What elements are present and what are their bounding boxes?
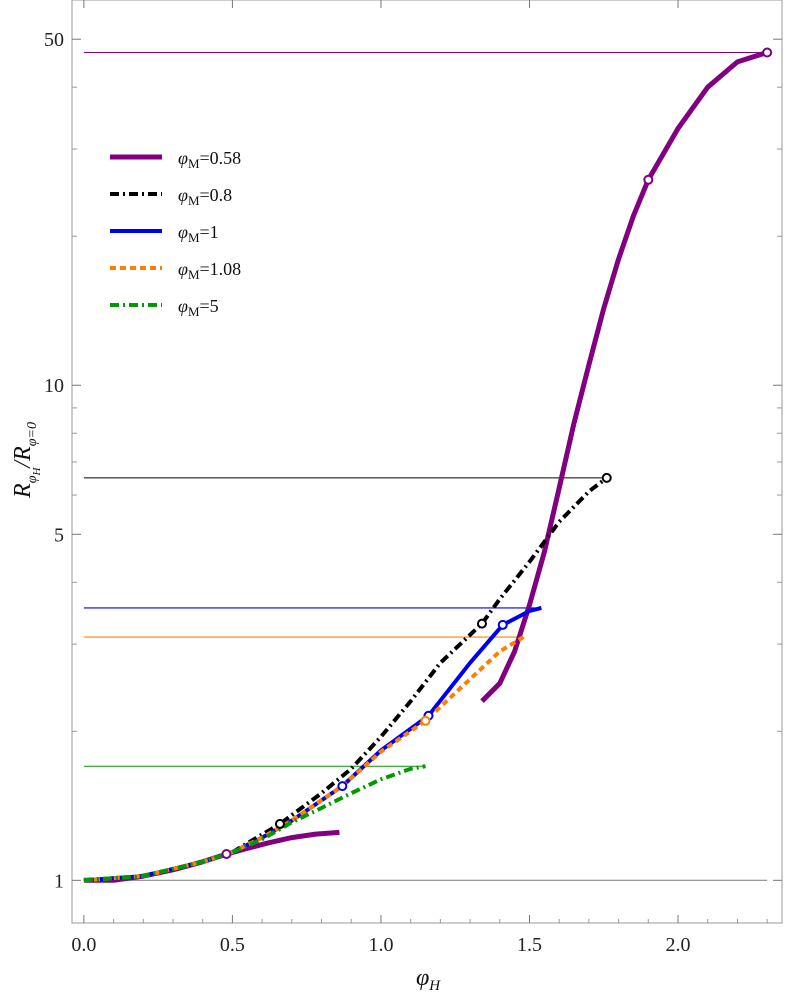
x-axis: 0.0 0.5 1.0 1.5 2.0 xyxy=(71,0,768,956)
legend-label-4: φM=5 xyxy=(178,296,219,319)
legend-label-3: φM=1.08 xyxy=(178,259,241,282)
series-line-0-branch xyxy=(480,50,768,703)
data-point-0-1 xyxy=(643,174,654,185)
x-tick-label: 1.5 xyxy=(517,934,542,956)
legend: φM=0.58 φM=0.8 φM=1 φM=1.08 φM=5 xyxy=(110,148,241,319)
x-tick-label: 0.0 xyxy=(71,934,96,956)
y-tick-label: 5 xyxy=(54,524,64,546)
legend-label-1: φM=0.8 xyxy=(178,185,232,208)
data-point-2-2 xyxy=(497,619,508,630)
reference-lines xyxy=(83,51,768,881)
y-tick-label: 1 xyxy=(54,870,64,892)
data-point-3-0 xyxy=(420,715,431,726)
series-line-2 xyxy=(83,605,542,883)
legend-label-0: φM=0.58 xyxy=(178,148,241,171)
legend-label-2: φM=1 xyxy=(178,222,219,245)
x-tick-label: 1.0 xyxy=(368,934,393,956)
data-point-2-0 xyxy=(337,781,348,792)
marker-layer xyxy=(221,47,773,860)
x-tick-label: 0.5 xyxy=(220,934,245,956)
data-point-1-2 xyxy=(601,472,612,483)
plot-frame xyxy=(71,0,783,924)
series-layer xyxy=(83,50,768,883)
series-line-3 xyxy=(83,635,525,883)
y-axis-title: RφH/Rφ=0 xyxy=(10,422,43,499)
data-point-1-1 xyxy=(476,618,487,629)
series-line-4 xyxy=(83,764,426,883)
x-axis-title: φH xyxy=(416,965,441,994)
data-point-0-0 xyxy=(221,849,232,860)
y-tick-label: 50 xyxy=(44,29,64,51)
data-point-1-0 xyxy=(274,818,285,829)
data-point-0-2 xyxy=(762,47,773,58)
series-line-1 xyxy=(83,476,608,883)
svg-text:RφH/Rφ=0: RφH/Rφ=0 xyxy=(10,422,43,499)
x-tick-label: 2.0 xyxy=(666,934,691,956)
series-line-0 xyxy=(83,829,340,883)
y-tick-label: 10 xyxy=(44,375,64,397)
y-axis: 1 5 10 50 xyxy=(44,29,782,892)
